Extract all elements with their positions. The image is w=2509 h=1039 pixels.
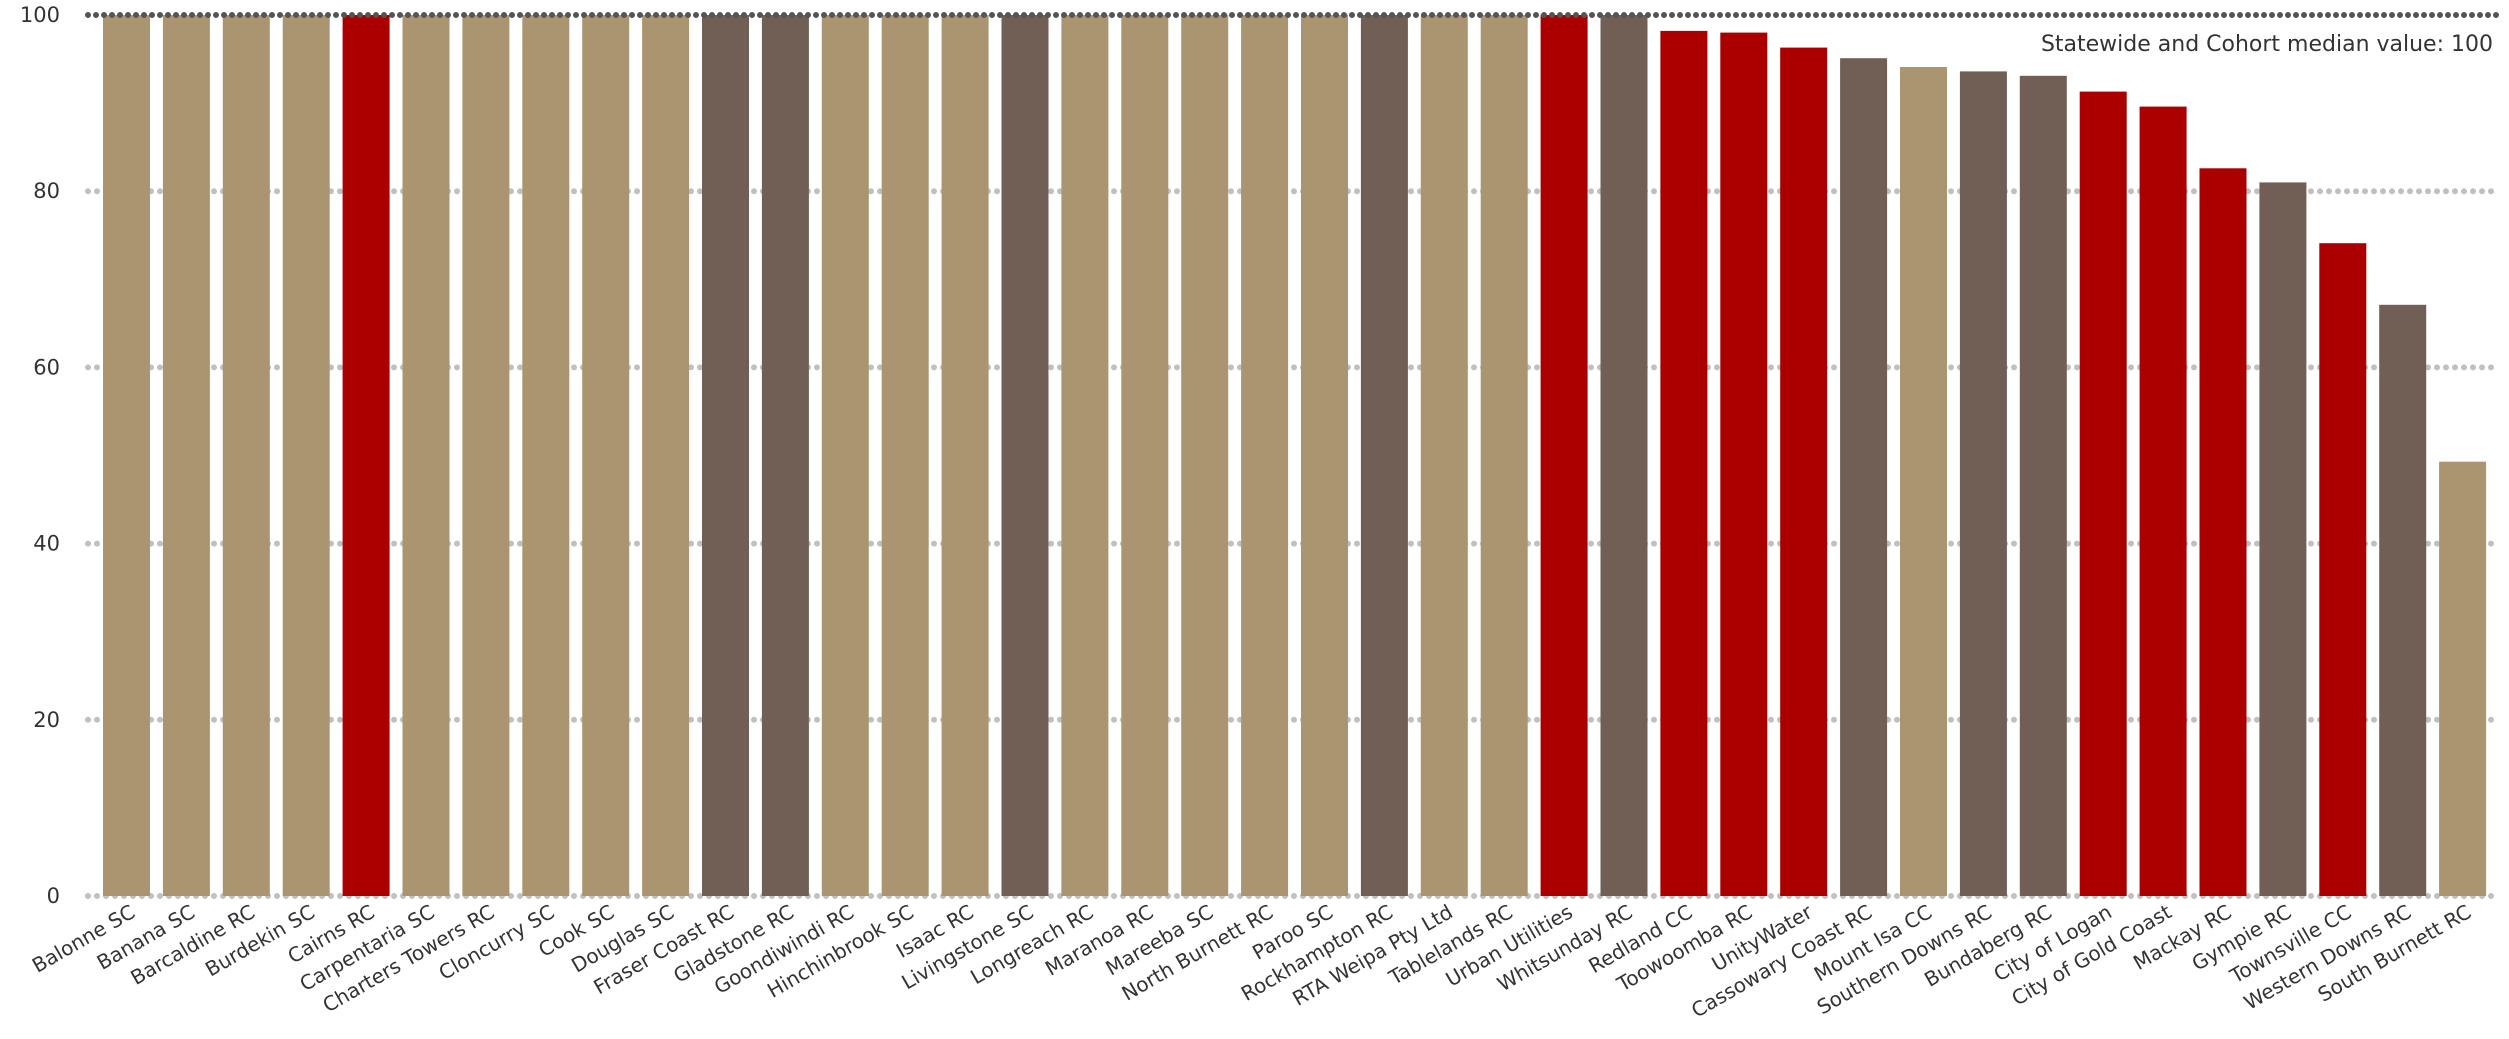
bars — [103, 15, 2487, 897]
bar-city-of-logan — [2079, 91, 2127, 897]
bar-cassowary-coast-rc — [1840, 58, 1888, 896]
bar-douglas-sc — [642, 15, 690, 896]
y-axis-ticks: 0 20 40 60 80 100 — [20, 3, 60, 908]
bar-banana-sc — [162, 15, 210, 896]
bar-city-of-gold-coast — [2139, 106, 2187, 897]
bar-tablelands-rc — [1480, 15, 1528, 896]
bar-charters-towers-rc — [462, 15, 510, 896]
gridlines — [85, 188, 2503, 899]
y-tick-label: 80 — [33, 179, 60, 203]
bar-livingstone-sc — [1001, 15, 1049, 896]
bar-gladstone-rc — [761, 15, 809, 896]
bar-south-burnett-rc — [2439, 461, 2487, 896]
bar-rta-weipa-pty-ltd — [1420, 15, 1468, 896]
bar-paroo-sc — [1301, 15, 1348, 896]
y-tick-label: 20 — [33, 708, 60, 732]
bar-western-downs-rc — [2379, 304, 2427, 896]
bar-redland-cc — [1660, 30, 1708, 896]
y-tick-label: 60 — [33, 355, 60, 379]
bar-mount-isa-cc — [1900, 67, 1947, 896]
bar-goondiwindi-rc — [821, 15, 869, 896]
bar-barcaldine-rc — [222, 15, 270, 896]
median-annotation: Statewide and Cohort median value: 100 — [2041, 32, 2493, 57]
bar-cloncurry-sc — [522, 15, 570, 896]
bar-cook-sc — [582, 15, 630, 896]
bar-urban-utilities — [1540, 15, 1588, 896]
bar-isaac-rc — [941, 15, 989, 896]
bar-mareeba-sc — [1181, 15, 1229, 896]
bar-maranoa-rc — [1121, 15, 1169, 896]
bar-toowoomba-rc — [1720, 32, 1768, 897]
bar-gympie-rc — [2259, 182, 2307, 896]
bar-hinchinbrook-sc — [881, 15, 929, 896]
bar-cairns-rc — [342, 15, 390, 896]
y-tick-label: 40 — [33, 532, 60, 556]
bar-whitsunday-rc — [1600, 15, 1648, 896]
bar-burdekin-sc — [282, 15, 330, 896]
bar-north-burnett-rc — [1241, 15, 1289, 896]
bar-fraser-coast-rc — [702, 15, 749, 896]
bar-townsville-cc — [2319, 243, 2367, 896]
bar-longreach-rc — [1061, 15, 1109, 896]
y-tick-label: 0 — [47, 884, 60, 908]
y-tick-label: 100 — [20, 3, 60, 27]
bar-mackay-rc — [2199, 168, 2247, 897]
bar-balonne-sc — [103, 15, 150, 896]
bar-southern-downs-rc — [1959, 71, 2007, 896]
bar-bundaberg-rc — [2019, 75, 2067, 897]
bar-rockhampton-rc — [1360, 15, 1408, 896]
bar-unitywater — [1780, 47, 1828, 897]
bar-carpentaria-sc — [402, 15, 450, 896]
